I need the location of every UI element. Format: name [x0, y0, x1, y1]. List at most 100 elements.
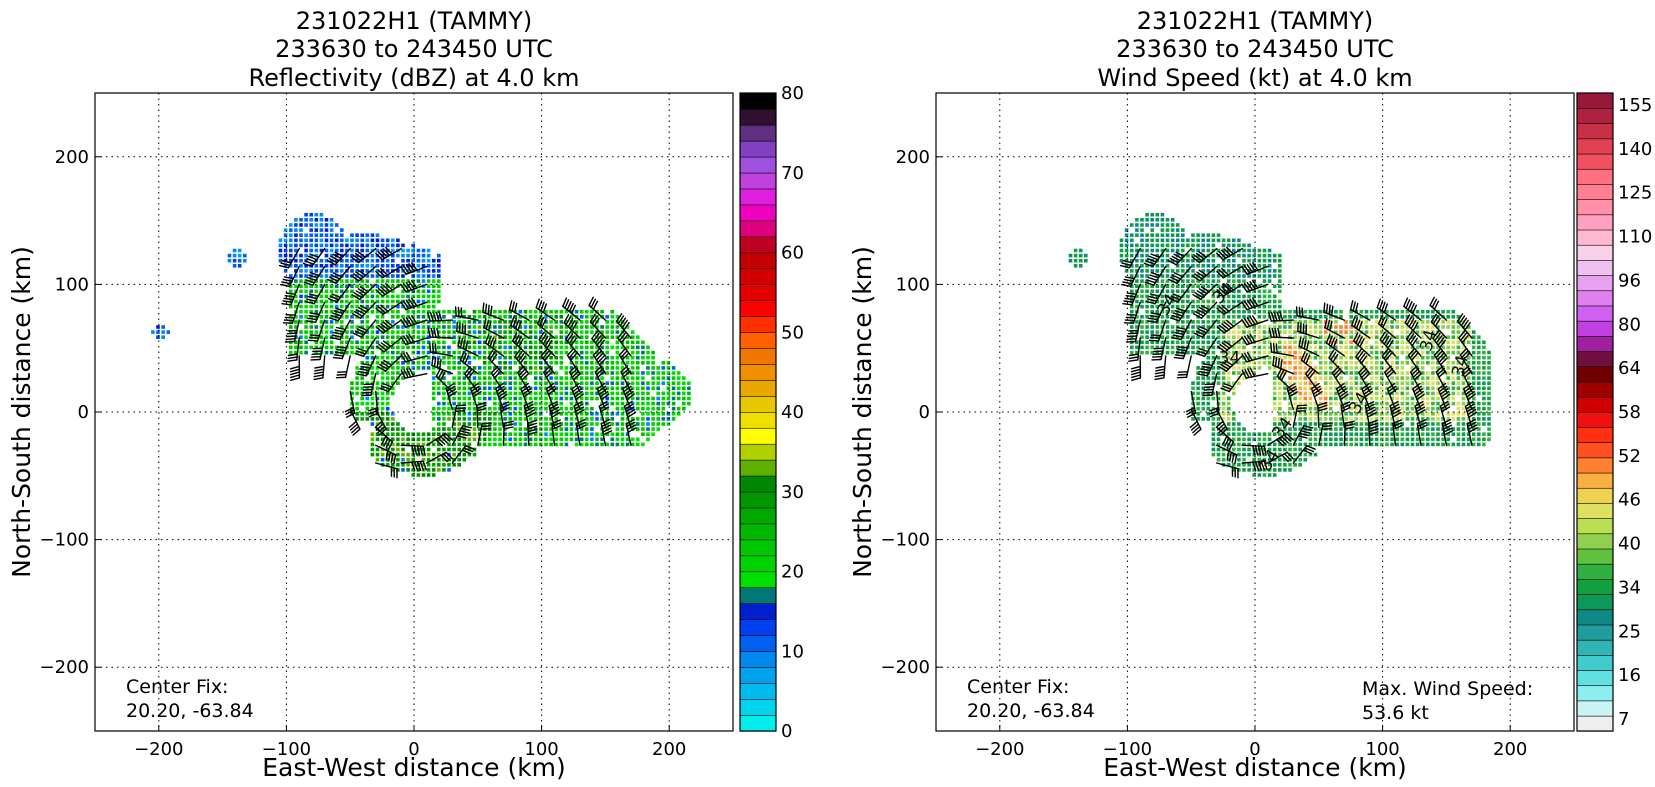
reflectivity-cell [574, 381, 579, 385]
windspeed-cell [1155, 304, 1160, 309]
reflectivity-cell [498, 325, 502, 329]
reflectivity-cell [406, 442, 410, 447]
windspeed-cell [1242, 304, 1246, 309]
windspeed-cell [1288, 432, 1292, 436]
reflectivity-cell [370, 345, 375, 350]
windspeed-cell [1405, 309, 1410, 314]
reflectivity-cell [605, 427, 609, 431]
reflectivity-cell [605, 315, 609, 319]
reflectivity-cell [513, 417, 518, 421]
colorbar-swatch [1576, 442, 1614, 459]
windspeed-cell [1221, 274, 1226, 278]
windspeed-cell [1303, 447, 1308, 452]
windspeed-cell [1242, 350, 1246, 355]
windspeed-cell [1150, 330, 1154, 334]
windspeed-cell [1298, 391, 1302, 396]
reflectivity-cell [590, 417, 594, 421]
windspeed-cell [1456, 437, 1461, 442]
windspeed-cell [1140, 243, 1144, 248]
windspeed-cell [1262, 361, 1267, 365]
reflectivity-cell [421, 289, 426, 294]
reflectivity-cell [533, 335, 538, 339]
windspeed-cell [1369, 345, 1374, 350]
reflectivity-cell [232, 264, 237, 268]
windspeed-cell [1466, 330, 1471, 334]
reflectivity-cell [452, 442, 456, 447]
reflectivity-cell [319, 238, 324, 243]
reflectivity-cell [370, 401, 375, 406]
windspeed-cell [1364, 330, 1369, 334]
reflectivity-cell [365, 243, 370, 248]
x-tick-label: 0 [1249, 739, 1260, 760]
windspeed-cell [1405, 442, 1410, 447]
windspeed-cell [1385, 355, 1389, 360]
wind-barb [431, 355, 453, 375]
reflectivity-cell [554, 442, 558, 447]
reflectivity-cell [355, 248, 359, 253]
windspeed-cell [1221, 401, 1226, 406]
reflectivity-cell [457, 396, 461, 401]
windspeed-cell [1262, 325, 1267, 329]
windspeed-cell [1272, 473, 1277, 477]
reflectivity-cell [396, 340, 400, 345]
windspeed-cell [1237, 345, 1241, 350]
windspeed-cell [1196, 417, 1200, 421]
reflectivity-cell [539, 366, 543, 370]
windspeed-cell [1318, 376, 1323, 380]
windspeed-cell [1415, 406, 1420, 411]
windspeed-cell [1160, 340, 1165, 345]
reflectivity-cell [477, 396, 482, 401]
windspeed-cell [1471, 417, 1476, 421]
wind-barb [1381, 348, 1397, 375]
windspeed-cell [1237, 452, 1241, 457]
windspeed-cell [1278, 315, 1282, 319]
reflectivity-cell [579, 325, 584, 329]
reflectivity-cell [329, 248, 334, 253]
reflectivity-cell [411, 315, 415, 319]
reflectivity-cell [482, 381, 487, 385]
windspeed-cell [1216, 457, 1221, 462]
windspeed-cell [1451, 325, 1456, 329]
reflectivity-cell [431, 468, 436, 472]
windspeed-cell [1196, 309, 1200, 314]
windspeed-cell [1293, 437, 1297, 442]
windspeed-cell [1211, 274, 1216, 278]
reflectivity-cell [447, 442, 451, 447]
windspeed-cell [1201, 376, 1205, 380]
windspeed-cell [1165, 325, 1170, 329]
reflectivity-cell [533, 406, 538, 411]
windspeed-cell [1130, 309, 1134, 314]
reflectivity-cell [569, 417, 574, 421]
windspeed-cell [1405, 350, 1410, 355]
reflectivity-cell [360, 412, 364, 416]
windspeed-cell [1339, 442, 1343, 447]
reflectivity-cell [661, 396, 666, 401]
windspeed-cell [1283, 386, 1287, 391]
reflectivity-cell [156, 325, 160, 329]
wind-barb [1148, 319, 1167, 342]
reflectivity-cell [467, 350, 472, 355]
reflectivity-cell [666, 401, 671, 406]
windspeed-cell [1364, 422, 1369, 426]
windspeed-cell [1130, 335, 1134, 339]
reflectivity-cell [289, 350, 293, 355]
reflectivity-cell [355, 304, 359, 309]
reflectivity-cell [299, 345, 303, 350]
wind-barb [1192, 283, 1218, 301]
reflectivity-cell [314, 325, 319, 329]
reflectivity-cell [472, 422, 477, 426]
windspeed-cell [1272, 432, 1277, 436]
reflectivity-cell [554, 315, 558, 319]
wind-barb [596, 382, 610, 411]
windspeed-cell [1175, 238, 1180, 243]
windspeed-cell [1303, 391, 1308, 396]
windspeed-cell [1221, 238, 1226, 243]
windspeed-cell [1267, 437, 1272, 442]
reflectivity-cell [646, 391, 650, 396]
reflectivity-cell [574, 340, 579, 345]
colorbar-tick-label: 7 [1618, 709, 1629, 730]
reflectivity-cell [340, 340, 344, 345]
windspeed-cell [1221, 452, 1226, 457]
windspeed-cell [1318, 325, 1323, 329]
reflectivity-cell [472, 330, 477, 334]
